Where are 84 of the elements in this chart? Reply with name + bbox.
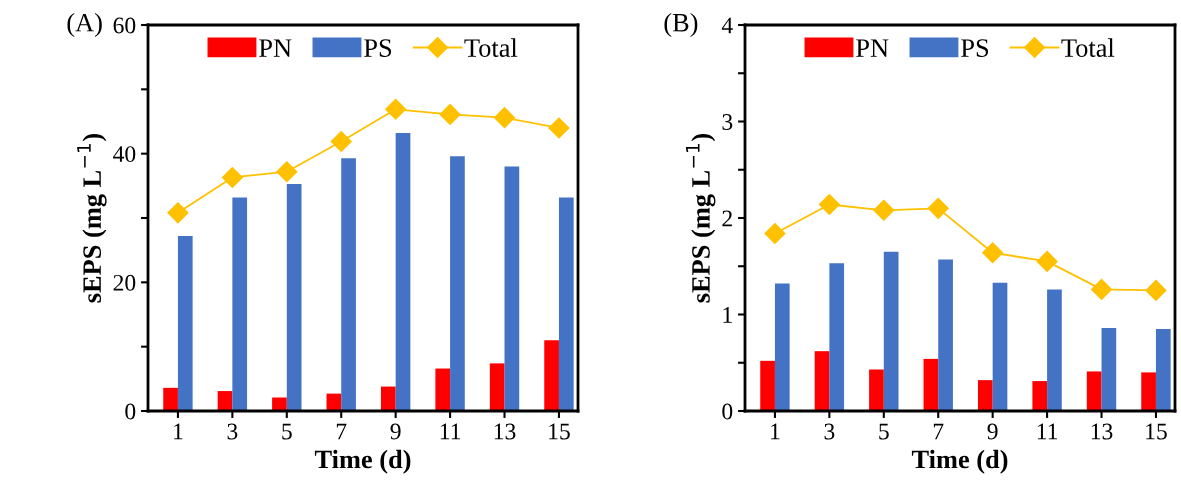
bar	[272, 397, 287, 411]
x-tick-label: 13	[494, 423, 516, 440]
point	[764, 222, 786, 244]
y-tick-label: 4	[721, 17, 733, 34]
x-tick-label: 11	[1037, 423, 1058, 440]
bar	[814, 351, 830, 411]
bar	[286, 183, 302, 411]
x-tick-label: 1	[174, 423, 183, 440]
point	[494, 107, 516, 129]
x-tick-label: 3	[227, 423, 238, 440]
bar	[380, 386, 396, 411]
chart-title: (B)	[664, 13, 698, 37]
bar	[450, 156, 465, 411]
bar	[1141, 372, 1156, 411]
bar	[489, 363, 505, 411]
legend-label: PS	[364, 39, 392, 57]
bar	[504, 166, 520, 411]
point	[167, 202, 189, 224]
y-tick-label: 0	[722, 403, 733, 420]
x-tick-label: 5	[282, 423, 292, 440]
x-tick-label: 5	[879, 423, 889, 440]
y-tick-label: 2	[722, 210, 732, 227]
y-tick-label: 0	[125, 403, 136, 420]
point	[221, 166, 243, 188]
bar	[177, 236, 193, 411]
legend-label: PS	[961, 39, 989, 57]
y-tick-label: 20	[113, 274, 136, 291]
legend-label: Total	[464, 38, 518, 57]
point	[818, 193, 840, 216]
legend-label: PN	[259, 39, 292, 57]
bar	[232, 197, 248, 411]
point	[873, 199, 895, 221]
y-tick-label: 1	[723, 307, 732, 323]
x-tick-label: 3	[824, 423, 835, 440]
x-tick-label: 13	[1091, 423, 1113, 440]
point	[439, 103, 461, 125]
bar	[883, 251, 899, 411]
point	[548, 117, 570, 139]
x-axis-title: Time (d)	[911, 449, 1008, 474]
y-tick-label: 60	[113, 17, 136, 34]
y-tick-label: 40	[113, 146, 136, 163]
bar	[992, 282, 1008, 411]
bar	[544, 340, 559, 411]
point	[330, 130, 352, 152]
chart-title: (A)	[67, 13, 102, 37]
bar	[1086, 371, 1102, 411]
bar	[395, 133, 411, 411]
point	[1091, 278, 1113, 300]
x-tick-label: 9	[987, 423, 998, 440]
bar	[1032, 381, 1048, 411]
bar	[774, 283, 790, 411]
point	[276, 161, 298, 183]
bar	[1047, 289, 1062, 411]
bar	[163, 387, 178, 411]
x-tick-label: 11	[440, 423, 461, 440]
bar	[1155, 328, 1171, 411]
y-tick-label: 3	[722, 114, 733, 130]
bar	[760, 360, 775, 411]
y-axis-title: sEPS (mg L$^{−1}$)	[77, 133, 107, 303]
bar	[869, 369, 884, 411]
point	[385, 98, 407, 120]
bar	[829, 263, 845, 411]
bar	[558, 197, 574, 411]
point	[1145, 279, 1167, 301]
bar	[923, 358, 939, 411]
x-axis-title: Time (d)	[314, 449, 411, 474]
x-tick-label: 7	[933, 423, 944, 440]
bar	[341, 158, 356, 411]
legend-label: Total	[1061, 38, 1115, 57]
point	[927, 197, 949, 219]
x-tick-label: 9	[390, 423, 401, 440]
x-tick-label: 1	[771, 423, 780, 440]
y-axis-title: sEPS (mg L$^{−1}$)	[686, 133, 716, 303]
bar	[1101, 328, 1117, 411]
point	[982, 242, 1004, 264]
bar	[938, 259, 953, 411]
x-tick-label: 15	[549, 423, 570, 440]
bar	[435, 368, 451, 411]
x-tick-label: 7	[336, 423, 347, 440]
point	[1036, 250, 1058, 272]
x-tick-label: 15	[1146, 423, 1167, 440]
bar	[217, 391, 233, 411]
bar	[977, 380, 993, 411]
legend-label: PN	[856, 39, 889, 57]
